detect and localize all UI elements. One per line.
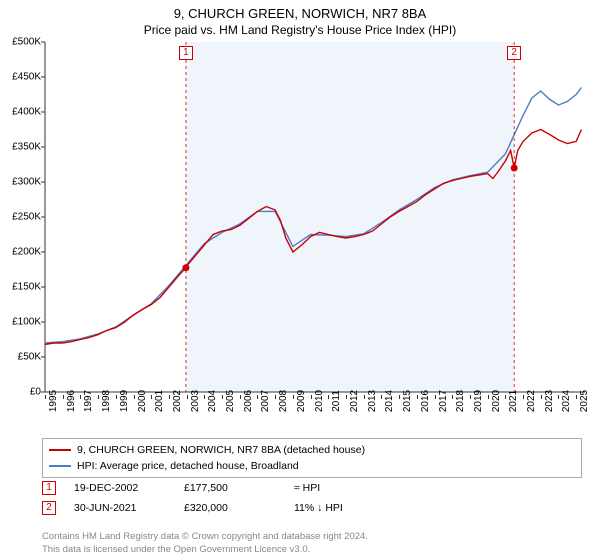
y-axis: £0£50K£100K£150K£200K£250K£300K£350K£400…	[0, 42, 45, 392]
sales-table: 1 19-DEC-2002 £177,500 ≈ HPI 2 30-JUN-20…	[42, 478, 582, 518]
y-tick-label: £150K	[1, 282, 41, 293]
sale-marker-box: 1	[42, 481, 56, 495]
x-tick-label: 2019	[473, 390, 484, 412]
sale-date: 30-JUN-2021	[74, 502, 184, 514]
sale-dot	[182, 264, 189, 271]
chart-subtitle: Price paid vs. HM Land Registry's House …	[0, 21, 600, 41]
x-tick-label: 2022	[526, 390, 537, 412]
x-axis: 1995199619971998199920002001200220032004…	[45, 395, 585, 435]
x-tick-label: 2015	[402, 390, 413, 412]
x-tick-label: 2007	[260, 390, 271, 412]
y-tick-label: £500K	[1, 37, 41, 48]
legend-item: HPI: Average price, detached house, Broa…	[49, 458, 575, 474]
x-tick-label: 2020	[491, 390, 502, 412]
x-tick-label: 2000	[137, 390, 148, 412]
y-tick-label: £400K	[1, 107, 41, 118]
y-tick-label: £300K	[1, 177, 41, 188]
x-tick-label: 2009	[296, 390, 307, 412]
chart-title: 9, CHURCH GREEN, NORWICH, NR7 8BA	[0, 0, 600, 21]
x-tick-label: 2013	[367, 390, 378, 412]
legend-swatch	[49, 465, 71, 467]
x-tick-label: 2008	[278, 390, 289, 412]
sale-marker-box: 2	[507, 46, 521, 60]
sale-date: 19-DEC-2002	[74, 482, 184, 494]
y-tick-label: £250K	[1, 212, 41, 223]
x-tick-label: 1997	[83, 390, 94, 412]
x-tick-label: 2005	[225, 390, 236, 412]
sale-marker-box: 1	[179, 46, 193, 60]
sale-delta: ≈ HPI	[294, 482, 404, 494]
sale-dot	[511, 165, 518, 172]
x-tick-label: 1998	[101, 390, 112, 412]
legend-item: 9, CHURCH GREEN, NORWICH, NR7 8BA (detac…	[49, 442, 575, 458]
legend-label: HPI: Average price, detached house, Broa…	[77, 460, 299, 472]
sale-price: £177,500	[184, 482, 294, 494]
y-tick-label: £450K	[1, 72, 41, 83]
y-tick-label: £0	[1, 387, 41, 398]
sale-marker-box: 2	[42, 501, 56, 515]
x-tick-label: 2003	[190, 390, 201, 412]
table-row: 1 19-DEC-2002 £177,500 ≈ HPI	[42, 478, 582, 498]
x-tick-label: 2018	[455, 390, 466, 412]
x-tick-label: 2023	[544, 390, 555, 412]
x-tick-label: 1996	[66, 390, 77, 412]
x-tick-label: 2004	[207, 390, 218, 412]
x-tick-label: 1995	[48, 390, 59, 412]
x-tick-label: 2012	[349, 390, 360, 412]
footer-line: This data is licensed under the Open Gov…	[42, 544, 368, 556]
sale-delta: 11% ↓ HPI	[294, 502, 404, 514]
legend: 9, CHURCH GREEN, NORWICH, NR7 8BA (detac…	[42, 438, 582, 478]
x-tick-label: 2017	[438, 390, 449, 412]
x-tick-label: 1999	[119, 390, 130, 412]
sale-price: £320,000	[184, 502, 294, 514]
y-tick-label: £200K	[1, 247, 41, 258]
legend-label: 9, CHURCH GREEN, NORWICH, NR7 8BA (detac…	[77, 444, 365, 456]
x-tick-label: 2021	[508, 390, 519, 412]
table-row: 2 30-JUN-2021 £320,000 11% ↓ HPI	[42, 498, 582, 518]
x-tick-label: 2025	[579, 390, 590, 412]
x-tick-label: 2016	[420, 390, 431, 412]
x-tick-label: 2024	[561, 390, 572, 412]
y-tick-label: £350K	[1, 142, 41, 153]
x-tick-label: 2011	[331, 390, 342, 412]
chart-container: 9, CHURCH GREEN, NORWICH, NR7 8BA Price …	[0, 0, 600, 560]
footer: Contains HM Land Registry data © Crown c…	[42, 531, 368, 556]
x-tick-label: 2010	[314, 390, 325, 412]
legend-swatch	[49, 449, 71, 451]
x-tick-label: 2006	[243, 390, 254, 412]
x-tick-label: 2002	[172, 390, 183, 412]
x-tick-label: 2001	[154, 390, 165, 412]
x-tick-label: 2014	[384, 390, 395, 412]
plot-svg	[45, 42, 585, 392]
y-tick-label: £100K	[1, 317, 41, 328]
footer-line: Contains HM Land Registry data © Crown c…	[42, 531, 368, 543]
y-tick-label: £50K	[1, 352, 41, 363]
plot-area: 12	[45, 42, 585, 392]
